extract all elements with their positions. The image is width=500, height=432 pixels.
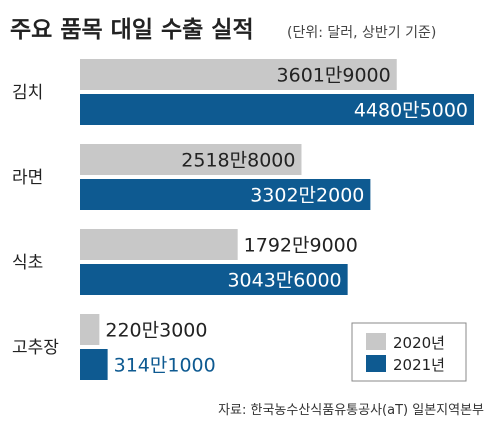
- bar-value-label: 2518만8000: [181, 150, 295, 172]
- category-label: 김치: [12, 83, 43, 103]
- bar-2021: [80, 179, 371, 210]
- category-label: 식초: [12, 253, 43, 273]
- bar-2020: [80, 59, 397, 90]
- chart-subtitle: (단위: 달러, 상반기 기준): [287, 25, 436, 41]
- bar-value-label: 4480만5000: [354, 100, 468, 122]
- bar-value-label: 220만3000: [105, 320, 207, 342]
- chart-title: 주요 품목 대일 수출 실적: [10, 17, 254, 43]
- legend-label-2020: 2020년: [393, 334, 445, 352]
- legend-swatch-2021: [366, 355, 386, 372]
- bar-value-label: 314만1000: [114, 355, 216, 377]
- bar-2021: [80, 349, 108, 380]
- category-label: 라면: [12, 168, 43, 188]
- bar-value-label: 1792만9000: [244, 235, 358, 257]
- bar-2021: [80, 264, 348, 295]
- legend-label-2021: 2021년: [393, 356, 445, 374]
- legend-swatch-2020: [366, 333, 386, 350]
- source-note: 자료: 한국농수산식품유통공사(aT) 일본지역본부: [218, 403, 484, 418]
- bar-value-label: 3043만6000: [227, 270, 341, 292]
- bar-2021: [80, 94, 474, 125]
- bar-value-label: 3302만2000: [250, 185, 364, 207]
- bars-group: 김치 3601만9000 4480만5000 라면 2518만8000 3302만2000…: [12, 59, 474, 380]
- bar-2020: [80, 229, 238, 260]
- legend: 2020년 2021년: [351, 322, 467, 382]
- bar-2020: [80, 314, 100, 345]
- bar-2020: [80, 144, 302, 175]
- bar-value-label: 3601만9000: [277, 65, 391, 87]
- category-label: 고추장: [12, 338, 59, 358]
